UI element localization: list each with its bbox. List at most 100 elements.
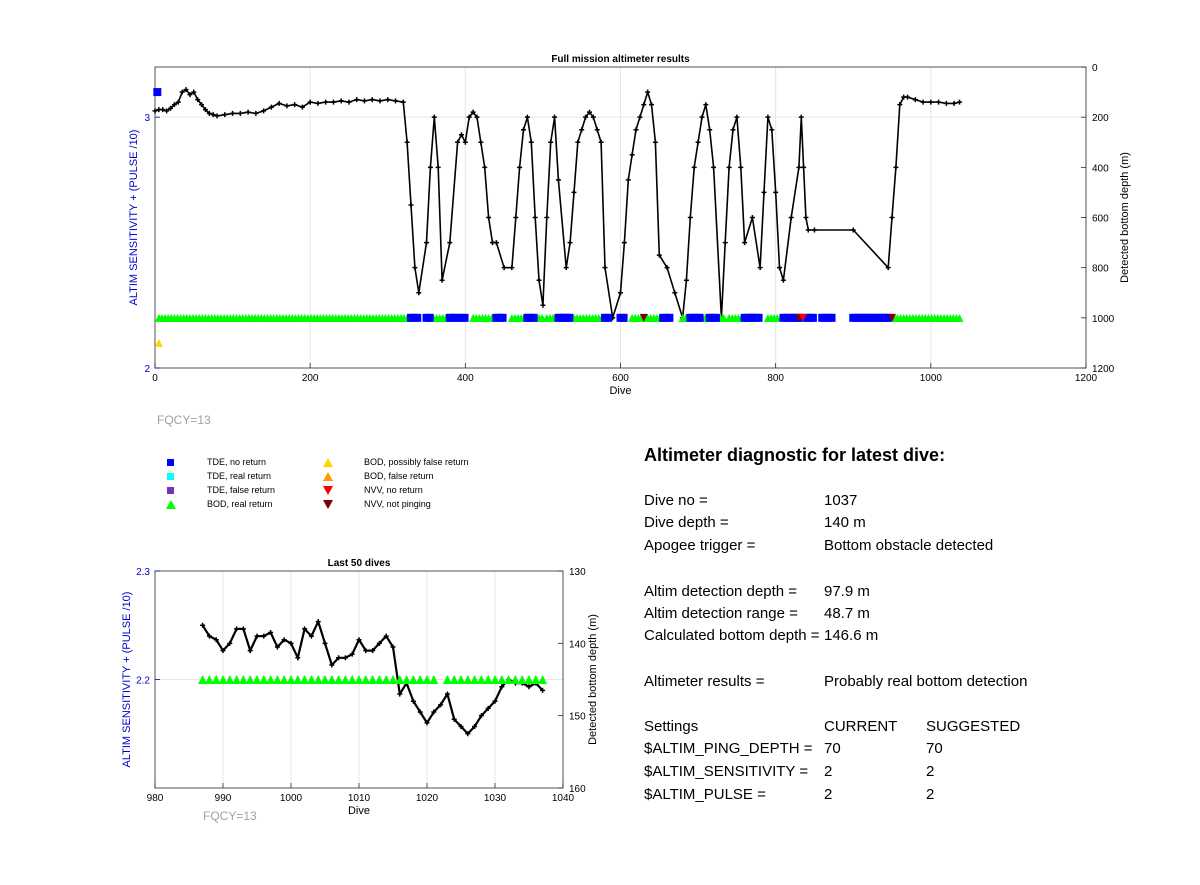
data-point — [602, 265, 608, 271]
data-point — [462, 139, 468, 145]
data-point — [206, 110, 212, 116]
data-point — [191, 89, 197, 95]
data-point — [266, 675, 276, 684]
diag-key: $ALTIM_SENSITIVITY = — [644, 763, 809, 780]
data-point — [490, 675, 500, 684]
data-point — [619, 313, 628, 322]
legend-marker — [323, 486, 333, 495]
data-point — [237, 110, 243, 116]
data-point — [218, 675, 228, 684]
data-point — [472, 724, 478, 730]
data-point — [198, 675, 208, 684]
data-point — [204, 675, 214, 684]
data-point — [529, 313, 538, 322]
data-point — [637, 114, 643, 120]
data-point — [699, 114, 705, 120]
series-line — [154, 88, 960, 319]
x-tick-label: 200 — [302, 373, 319, 384]
diag-value: 1037 — [824, 492, 858, 509]
y-right-tick-label: 1000 — [1092, 314, 1115, 325]
data-point — [435, 164, 441, 170]
data-point — [261, 633, 267, 639]
data-point — [390, 644, 396, 650]
data-point — [424, 720, 430, 726]
data-point — [510, 675, 520, 684]
data-point — [478, 139, 484, 145]
data-point — [444, 691, 450, 697]
y-right-tick-label: 160 — [569, 784, 586, 795]
data-point — [629, 152, 635, 158]
y-right-tick-label: 140 — [569, 639, 586, 650]
data-point — [504, 675, 514, 684]
data-point — [618, 290, 623, 296]
data-point — [641, 102, 647, 108]
data-point — [416, 290, 422, 296]
data-point — [302, 626, 308, 632]
data-point — [227, 640, 233, 646]
y-right-tick-label: 150 — [569, 712, 586, 723]
data-point — [526, 684, 532, 690]
data-point — [478, 713, 484, 719]
data-point — [452, 313, 461, 322]
data-point — [168, 105, 174, 111]
fqcy-note: FQCY=13 — [157, 413, 211, 427]
data-point — [404, 139, 410, 145]
data-point — [521, 127, 527, 133]
diag-key: Altimeter results = — [644, 673, 765, 690]
data-point — [889, 215, 895, 220]
y-right-tick-label: 200 — [1092, 113, 1109, 124]
chart-title: Last 50 dives — [328, 558, 391, 569]
data-point — [656, 252, 662, 258]
data-point — [498, 313, 507, 322]
data-point — [195, 97, 201, 103]
data-point — [540, 302, 546, 308]
data-point — [206, 633, 212, 639]
data-point — [402, 675, 412, 684]
x-tick-label: 1010 — [348, 793, 371, 804]
data-point — [431, 114, 437, 120]
data-point — [773, 189, 779, 195]
data-point — [594, 127, 600, 133]
data-point — [376, 640, 382, 646]
data-point — [548, 139, 554, 145]
y-right-tick-label: 130 — [569, 567, 586, 578]
data-point — [222, 112, 228, 118]
data-point — [230, 110, 236, 116]
data-point — [501, 265, 507, 271]
legend-label: TDE, real return — [207, 471, 272, 481]
x-axis-label: Dive — [348, 805, 370, 817]
data-point — [458, 724, 464, 730]
data-point — [893, 164, 899, 170]
x-tick-label: 990 — [215, 793, 232, 804]
data-point — [726, 164, 732, 170]
legend-label: BOD, possibly false return — [364, 457, 469, 467]
data-point — [456, 675, 466, 684]
data-point — [497, 675, 507, 684]
data-point — [417, 709, 423, 715]
data-point — [905, 94, 911, 100]
data-point — [590, 114, 596, 120]
data-point — [598, 139, 604, 145]
data-point — [645, 89, 651, 95]
data-point — [524, 675, 534, 684]
data-point — [449, 675, 459, 684]
data-point — [563, 265, 569, 271]
legend-label: BOD, real return — [207, 499, 273, 509]
data-point — [211, 675, 221, 684]
data-point — [274, 644, 280, 650]
data-point — [354, 97, 360, 103]
data-point — [254, 633, 260, 639]
data-point — [928, 99, 934, 105]
data-point — [408, 675, 418, 684]
data-point — [517, 164, 523, 170]
data-point — [687, 215, 693, 220]
legend-label: TDE, false return — [207, 485, 276, 495]
data-point — [707, 127, 713, 133]
data-point — [575, 139, 581, 145]
data-point — [160, 107, 166, 113]
data-point — [400, 99, 406, 105]
data-point — [313, 675, 323, 684]
data-point — [388, 675, 398, 684]
data-point — [486, 215, 492, 220]
data-point — [695, 139, 701, 145]
